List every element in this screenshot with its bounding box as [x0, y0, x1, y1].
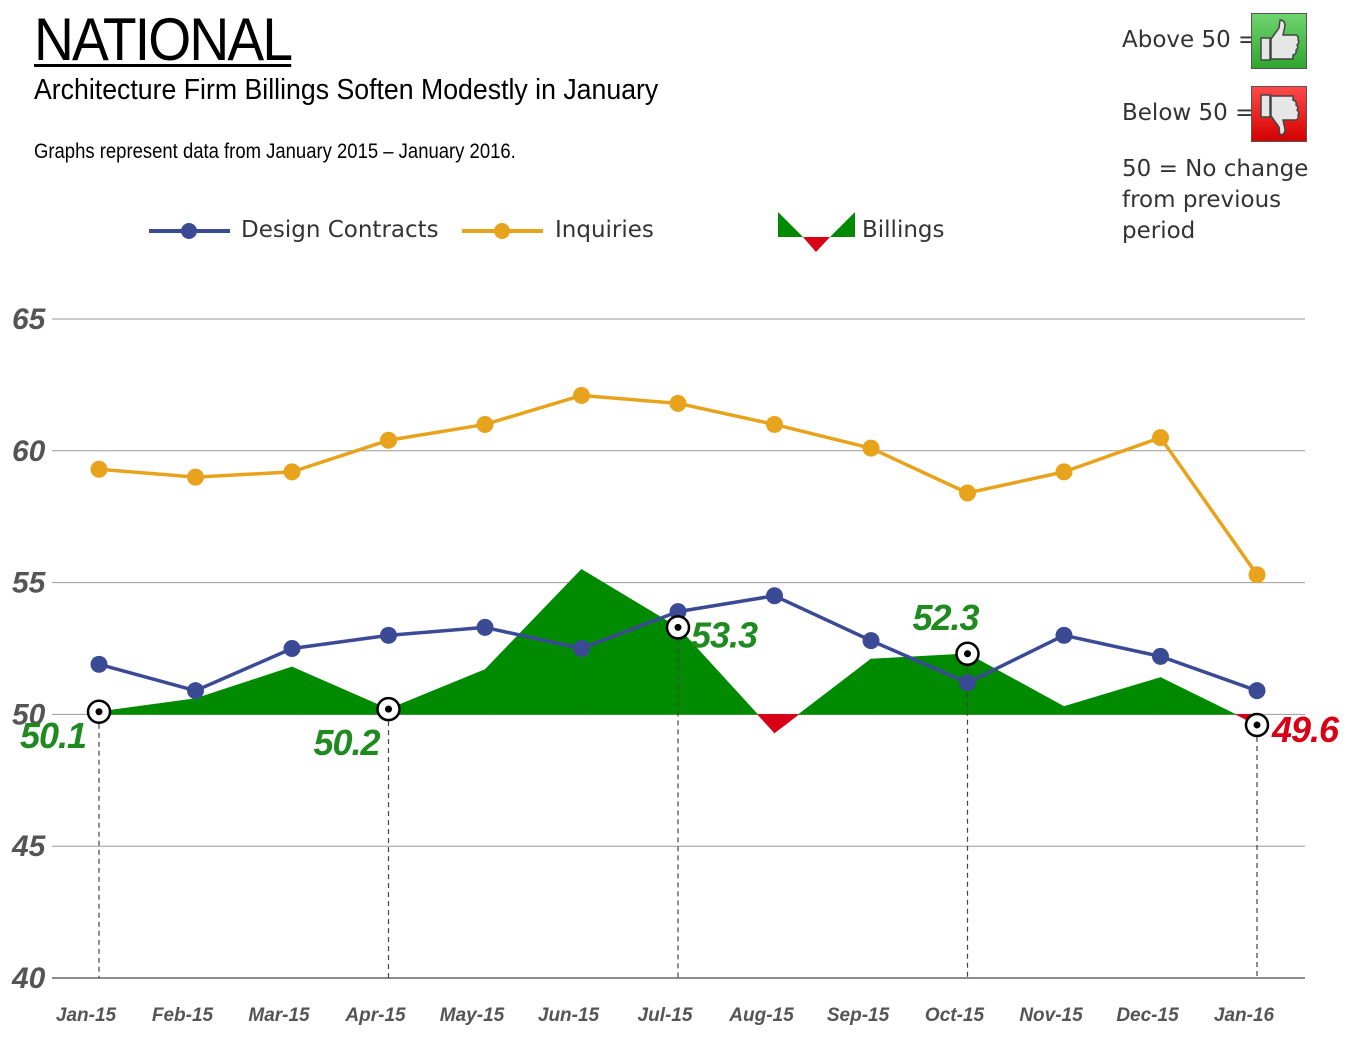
- inquiries-point: [1152, 429, 1169, 447]
- y-tick-label: 45: [11, 830, 47, 863]
- legend-inquiries-swatch: [462, 223, 543, 239]
- x-tick-label: Jun-15: [538, 1005, 600, 1026]
- x-tick-label: Jan-15: [56, 1005, 117, 1026]
- design-contracts-point: [862, 632, 880, 650]
- y-tick-label: 50: [12, 698, 46, 731]
- design-contracts-point: [573, 640, 590, 657]
- legend-billings-swatch: [778, 212, 855, 252]
- billings-area-positive: [967, 653, 1065, 715]
- x-tick-label: Oct-15: [925, 1005, 985, 1026]
- x-tick-label: Aug-15: [728, 1005, 794, 1026]
- design-contracts-point: [1152, 647, 1169, 665]
- inquiries-point: [90, 460, 108, 478]
- inquiries-point: [283, 463, 301, 481]
- billings-area-positive: [291, 666, 389, 715]
- billings-value-label: 53.3: [691, 614, 758, 655]
- design-contracts-point: [476, 618, 494, 636]
- billings-value-label: 49.6: [1271, 709, 1340, 750]
- chart-subtitle: Architecture Firm Billings Soften Modest…: [34, 74, 659, 106]
- design-contracts-point: [283, 640, 301, 657]
- design-contracts-point: [959, 674, 976, 692]
- billings-area-positive: [98, 698, 196, 715]
- page-title: NATIONAL: [34, 6, 293, 73]
- billings-area-positive: [484, 568, 582, 715]
- x-tick-label: Feb-15: [152, 1005, 214, 1026]
- design-contracts-point: [766, 587, 783, 605]
- inquiries-point: [187, 468, 204, 486]
- date-range-note: Graphs represent data from January 2015 …: [34, 140, 516, 163]
- y-tick-label: 60: [12, 435, 46, 468]
- legend-billings-label: Billings: [862, 217, 945, 243]
- billings-highlight-marker: [86, 699, 112, 725]
- billings-area-positive: [1063, 677, 1161, 715]
- x-tick-label: Dec-15: [1116, 1005, 1179, 1026]
- key-below-label: Below 50 =: [1122, 99, 1255, 126]
- inquiries-point: [1248, 566, 1266, 584]
- marker-dot: [964, 650, 971, 658]
- billings-area-positive: [797, 658, 872, 715]
- x-tick-label: Mar-15: [248, 1005, 310, 1026]
- inquiries-point: [959, 484, 976, 502]
- thumbs-down-icon: [1251, 86, 1307, 142]
- thumbs-up-icon: [1251, 13, 1307, 69]
- x-tick-label: Jul-15: [638, 1005, 693, 1026]
- legend-symbols: [149, 212, 855, 252]
- y-tick-label: 40: [11, 962, 46, 995]
- inquiries-line: [98, 393, 1259, 576]
- key-above-label: Above 50 =: [1122, 26, 1258, 53]
- legend-inquiries-label: Inquiries: [555, 217, 654, 243]
- key-below: Below 50 =: [1122, 99, 1254, 126]
- marker-dot: [1253, 721, 1261, 729]
- x-tick-label: May-15: [440, 1005, 505, 1026]
- x-tick-label: Nov-15: [1019, 1005, 1083, 1026]
- key-explanation: 50 = No change from previous period: [1122, 156, 1309, 244]
- legend-design-swatch: [149, 223, 230, 239]
- design-contracts-point: [669, 603, 687, 621]
- inquiries-point: [1055, 463, 1073, 481]
- billings-area-negative: [774, 714, 800, 734]
- design-contracts-point: [1055, 626, 1073, 644]
- x-tick-label: Jan-16: [1214, 1005, 1275, 1026]
- billings-value-label: 52.3: [912, 597, 979, 638]
- design-contracts-point: [187, 682, 204, 700]
- billings-value-label: 50.1: [20, 715, 86, 756]
- billings-area: [98, 568, 1258, 734]
- billings-highlight-marker: [665, 615, 691, 640]
- design-contracts-point: [1248, 682, 1266, 700]
- inquiries-point: [862, 439, 880, 457]
- inquiries-point: [573, 386, 590, 404]
- y-tick-label: 65: [12, 303, 47, 336]
- billings-area-positive: [195, 666, 293, 715]
- design-contracts-point: [90, 655, 108, 673]
- design-contracts-point: [380, 626, 397, 644]
- y-tick-label: 55: [12, 567, 47, 600]
- billings-highlight-marker: [955, 641, 980, 667]
- billings-highlight-marker: [1244, 712, 1270, 738]
- legend-design-label: Design Contracts: [241, 217, 439, 243]
- inquiries-point: [766, 415, 783, 433]
- billings-value-label: 50.2: [313, 722, 380, 763]
- x-tick-label: Apr-15: [344, 1005, 406, 1026]
- inquiries-point: [669, 394, 687, 412]
- billings-area-positive: [388, 669, 486, 715]
- marker-dot: [385, 705, 392, 713]
- key-above: Above 50 =: [1122, 26, 1257, 53]
- inquiries-point: [476, 415, 494, 433]
- billings-highlight-marker: [376, 696, 401, 722]
- billings-area-positive: [1160, 677, 1236, 715]
- billings-area-negative: [756, 714, 775, 734]
- x-tick-label: Sep-15: [827, 1005, 890, 1026]
- marker-dot: [95, 708, 103, 716]
- inquiries-point: [380, 431, 397, 449]
- marker-dot: [674, 623, 682, 631]
